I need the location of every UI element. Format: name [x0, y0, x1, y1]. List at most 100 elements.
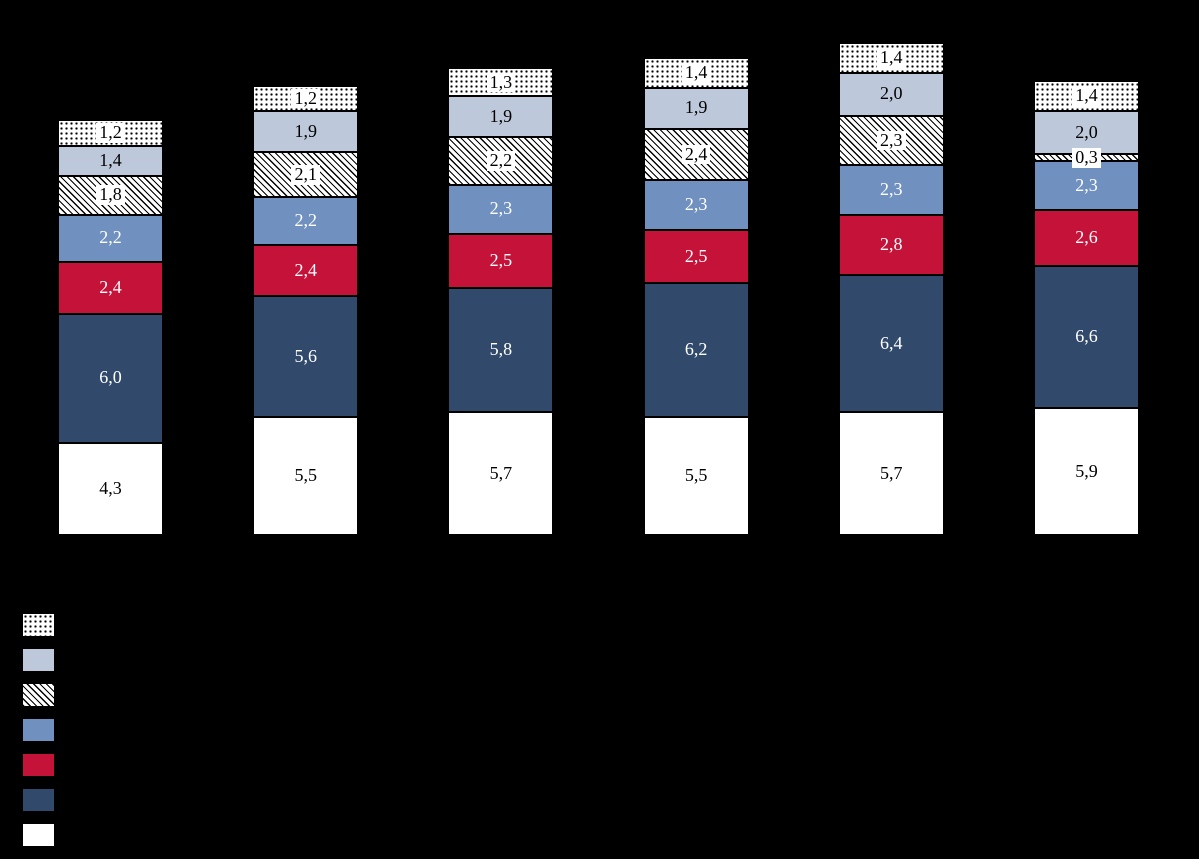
segment-label: 6,0: [99, 367, 122, 388]
bar-segment-white: 4,3: [58, 442, 163, 535]
bar-segment-dotted: 1,4: [1034, 81, 1139, 112]
segment-label: 1,9: [489, 105, 513, 126]
bar-column: 5,9 6,6 2,6 2,3 0,3 2,0 1,4: [1034, 0, 1139, 859]
segment-label: 5,8: [489, 339, 513, 360]
segment-label: 2,4: [99, 276, 122, 297]
segment-label: 2,3: [489, 198, 513, 219]
legend-item-red: [22, 753, 55, 777]
bar-segment-dark-blue: 6,0: [58, 313, 163, 443]
bar-segment-light-blue: 1,4: [58, 145, 163, 176]
segment-label: 2,2: [99, 227, 122, 248]
legend-item-medium-blue: [22, 718, 55, 742]
bar-segment-red: 2,4: [253, 244, 359, 297]
bar-segment-hatched: 2,4: [643, 128, 749, 181]
legend-swatch-light-blue: [22, 648, 55, 672]
bar-segment-dark-blue: 5,8: [448, 287, 554, 413]
bar-segment-red: 2,5: [448, 234, 554, 288]
bar-segment-light-blue: 1,9: [643, 87, 749, 129]
segment-label: 1,9: [294, 120, 317, 141]
bar-segment-hatched: 2,1: [253, 152, 359, 198]
bar-column: 5,7 6,4 2,8 2,3 2,3 2,0 1,4: [838, 0, 944, 859]
bar-segment-light-blue: 2,0: [838, 72, 944, 116]
segment-label: 2,3: [877, 130, 906, 151]
segment-label: 1,4: [1072, 86, 1101, 107]
segment-label: 1,4: [99, 149, 122, 170]
segment-label: 4,3: [99, 477, 122, 498]
segment-label: 1,9: [684, 97, 708, 118]
segment-label: 5,5: [294, 464, 317, 485]
segment-label: 1,4: [877, 47, 906, 68]
segment-label: 2,3: [880, 179, 903, 199]
segment-label: 6,4: [880, 332, 903, 353]
bar-segment-white: 5,5: [253, 416, 359, 535]
segment-label: 2,5: [489, 249, 513, 270]
legend-swatch-white: [22, 823, 55, 847]
segment-label: 0,3: [1072, 147, 1101, 168]
bar-column: 4,3 6,0 2,4 2,2 1,8 1,4 1,2: [58, 0, 163, 859]
segment-label: 1,8: [96, 185, 125, 206]
bar-segment-medium-blue: 2,3: [643, 180, 749, 230]
segment-label: 5,6: [294, 345, 317, 366]
segment-label: 5,7: [489, 462, 513, 483]
bar-segment-white: 5,7: [448, 412, 554, 535]
segment-label: 6,6: [1075, 326, 1098, 347]
segment-label: 1,2: [96, 122, 125, 143]
legend-swatch-hatched: [22, 683, 55, 707]
bar-segment-light-blue: 1,9: [448, 96, 554, 138]
bar-segment-medium-blue: 2,2: [253, 197, 359, 245]
bar-segment-white: 5,5: [643, 416, 749, 535]
chart-legend: [22, 613, 55, 858]
segment-label: 5,5: [684, 464, 708, 485]
bar-segment-red: 2,4: [58, 261, 163, 314]
bar-segment-light-blue: 2,0: [1034, 111, 1139, 155]
bar-segment-medium-blue: 2,3: [838, 165, 944, 215]
bar-segment-dotted: 1,3: [448, 68, 554, 97]
bar-segment-dark-blue: 6,4: [838, 274, 944, 413]
bar-segment-dark-blue: 5,6: [253, 296, 359, 417]
segment-label: 2,4: [294, 259, 317, 280]
segment-label: 1,2: [291, 88, 320, 109]
segment-label: 2,3: [1075, 174, 1098, 195]
bar-segment-white: 5,7: [838, 412, 944, 535]
segment-label: 5,7: [880, 462, 903, 483]
bar-segment-red: 2,5: [643, 229, 749, 284]
bar-segment-dark-blue: 6,2: [643, 283, 749, 417]
bar-segment-light-blue: 1,9: [253, 111, 359, 153]
bar-segment-hatched: 2,3: [838, 115, 944, 166]
legend-swatch-medium-blue: [22, 718, 55, 742]
legend-swatch-dark-blue: [22, 788, 55, 812]
legend-item-dotted: [22, 613, 55, 637]
bar-segment-medium-blue: 2,3: [1034, 160, 1139, 211]
segment-label: 6,2: [684, 339, 708, 360]
segment-label: 2,5: [684, 245, 708, 266]
legend-swatch-dotted: [22, 613, 55, 637]
segment-label: 2,2: [486, 150, 516, 171]
segment-label: 2,2: [294, 210, 317, 231]
bar-segment-white: 5,9: [1034, 408, 1139, 535]
segment-label: 5,9: [1075, 460, 1098, 481]
segment-label: 1,4: [681, 62, 711, 83]
segment-label: 2,6: [1075, 227, 1098, 248]
legend-item-light-blue: [22, 648, 55, 672]
bar-segment-red: 2,8: [838, 214, 944, 275]
bar-column: 5,5 6,2 2,5 2,3 2,4 1,9 1,4: [643, 0, 749, 859]
bar-segment-hatched: 1,8: [58, 175, 163, 215]
bar-column: 5,7 5,8 2,5 2,3 2,2 1,9 1,3: [448, 0, 554, 859]
bar-column: 5,5 5,6 2,4 2,2 2,1 1,9 1,2: [253, 0, 359, 859]
bar-segment-dotted: 1,2: [253, 85, 359, 112]
bar-segment-dotted: 1,4: [643, 57, 749, 88]
segment-label: 2,8: [880, 233, 903, 254]
bar-segment-dotted: 1,4: [838, 42, 944, 73]
bar-segment-medium-blue: 2,3: [448, 184, 554, 234]
segment-label: 2,3: [684, 194, 708, 215]
legend-item-hatched: [22, 683, 55, 707]
segment-label: 2,4: [681, 144, 711, 165]
bar-segment-medium-blue: 2,2: [58, 214, 163, 262]
segment-label: 2,1: [291, 164, 320, 185]
segment-label: 2,0: [880, 83, 903, 104]
legend-item-dark-blue: [22, 788, 55, 812]
bar-segment-red: 2,6: [1034, 210, 1139, 267]
legend-item-white: [22, 823, 55, 847]
